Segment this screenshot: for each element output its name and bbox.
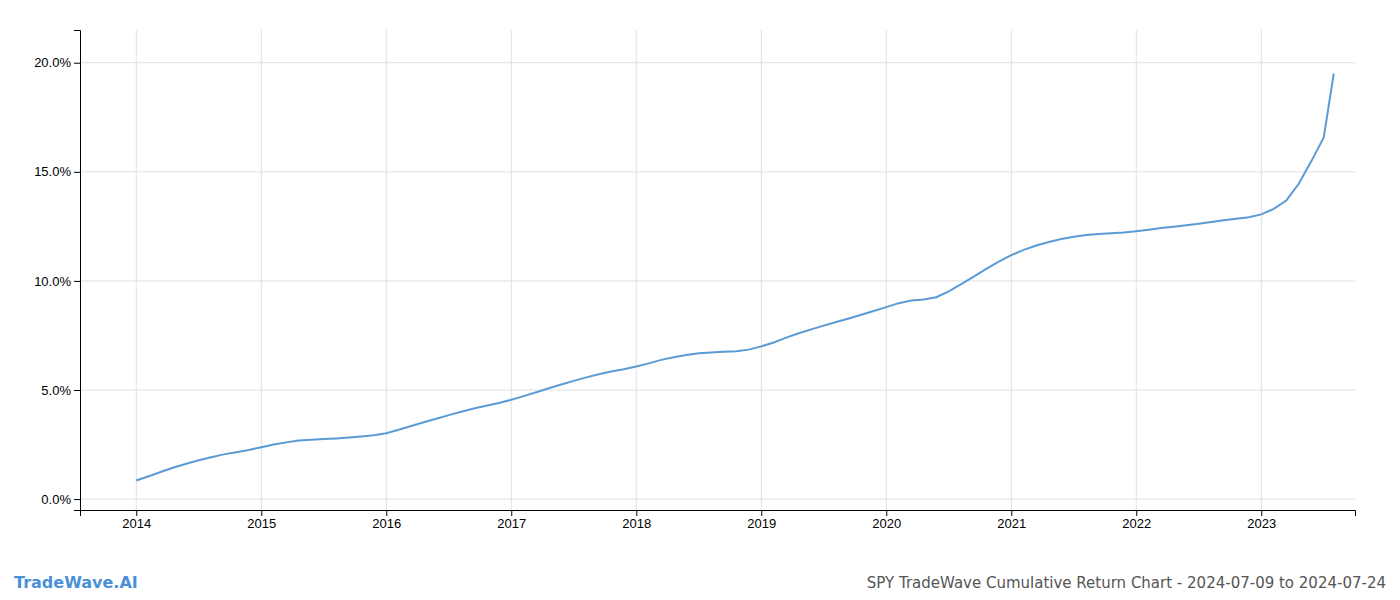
x-tick: 2021 bbox=[997, 510, 1026, 531]
y-tick-label: 0.0% bbox=[41, 492, 71, 507]
y-tick: 10.0% bbox=[34, 274, 80, 289]
y-tick-mark bbox=[74, 390, 80, 391]
y-tick-mark bbox=[74, 499, 80, 500]
y-tick-mark bbox=[74, 172, 80, 173]
y-tick-label: 20.0% bbox=[34, 55, 71, 70]
grid-line bbox=[80, 62, 1355, 63]
grid-line bbox=[761, 30, 762, 510]
grid-line bbox=[80, 171, 1355, 172]
x-tick: 2014 bbox=[122, 510, 151, 531]
x-tick-label: 2020 bbox=[872, 516, 901, 531]
x-tick: 2020 bbox=[872, 510, 901, 531]
x-tick-mark bbox=[886, 510, 887, 516]
grid-line bbox=[261, 30, 262, 510]
y-tick: 5.0% bbox=[41, 383, 80, 398]
chart: 2014 2015 2016 2017 2018 2019 2020 2021 2022 2023… bbox=[0, 0, 1400, 600]
x-tick-mark bbox=[1011, 510, 1012, 516]
y-tick-label: 5.0% bbox=[41, 383, 71, 398]
x-tick-label: 2021 bbox=[997, 516, 1026, 531]
x-tick: 2017 bbox=[497, 510, 526, 531]
x-tick: 2022 bbox=[1122, 510, 1151, 531]
grid-line bbox=[386, 30, 387, 510]
x-tick-label: 2016 bbox=[372, 516, 401, 531]
x-tick-mark bbox=[761, 510, 762, 516]
x-axis: 2014 2015 2016 2017 2018 2019 2020 2021 2022 2023 bbox=[81, 510, 1356, 531]
grid-line bbox=[511, 30, 512, 510]
background bbox=[0, 0, 1400, 600]
x-tick: 2016 bbox=[372, 510, 401, 531]
x-tick-mark bbox=[136, 510, 137, 516]
grid-line bbox=[1011, 30, 1012, 510]
y-tick-mark bbox=[74, 63, 80, 64]
x-tick: 2019 bbox=[747, 510, 776, 531]
x-tick-label: 2017 bbox=[497, 516, 526, 531]
y-tick-mark bbox=[74, 281, 80, 282]
watermark: TradeWave.AI bbox=[14, 573, 138, 592]
y-tick-label: 15.0% bbox=[34, 164, 71, 179]
x-tick-mark bbox=[1136, 510, 1137, 516]
grid-line bbox=[80, 280, 1355, 281]
grid-line bbox=[636, 30, 637, 510]
y-tick: 20.0% bbox=[34, 55, 80, 70]
y-axis-line bbox=[74, 31, 81, 511]
grid-line bbox=[1261, 30, 1262, 510]
x-tick-label: 2023 bbox=[1247, 516, 1276, 531]
x-tick-mark bbox=[636, 510, 637, 516]
plot-area: 2014 2015 2016 2017 2018 2019 2020 2021 2022 2023… bbox=[34, 30, 1355, 531]
x-tick-mark bbox=[386, 510, 387, 516]
grid-line bbox=[886, 30, 887, 510]
y-axis: 0.0% 5.0% 10.0% 15.0% 20.0% bbox=[34, 31, 80, 511]
x-tick: 2015 bbox=[247, 510, 276, 531]
line bbox=[136, 74, 1334, 481]
x-axis-line bbox=[81, 511, 1356, 517]
y-tick-label: 10.0% bbox=[34, 274, 71, 289]
x-tick: 2018 bbox=[622, 510, 651, 531]
x-tick-label: 2018 bbox=[622, 516, 651, 531]
grid-line bbox=[80, 390, 1355, 391]
x-tick-label: 2022 bbox=[1122, 516, 1151, 531]
grid bbox=[80, 30, 1355, 510]
x-tick-label: 2019 bbox=[747, 516, 776, 531]
grid-line bbox=[1136, 30, 1137, 510]
x-tick-mark bbox=[1261, 510, 1262, 516]
x-tick-mark bbox=[511, 510, 512, 516]
grid-line bbox=[80, 499, 1355, 500]
x-tick-label: 2014 bbox=[122, 516, 151, 531]
x-tick-mark bbox=[261, 510, 262, 516]
y-tick: 15.0% bbox=[34, 164, 80, 179]
x-tick-label: 2015 bbox=[247, 516, 276, 531]
title: SPY TradeWave Cumulative Return Chart - … bbox=[867, 574, 1386, 592]
y-tick: 0.0% bbox=[41, 492, 80, 507]
marks bbox=[136, 74, 1334, 481]
x-tick: 2023 bbox=[1247, 510, 1276, 531]
grid-line bbox=[136, 30, 137, 510]
